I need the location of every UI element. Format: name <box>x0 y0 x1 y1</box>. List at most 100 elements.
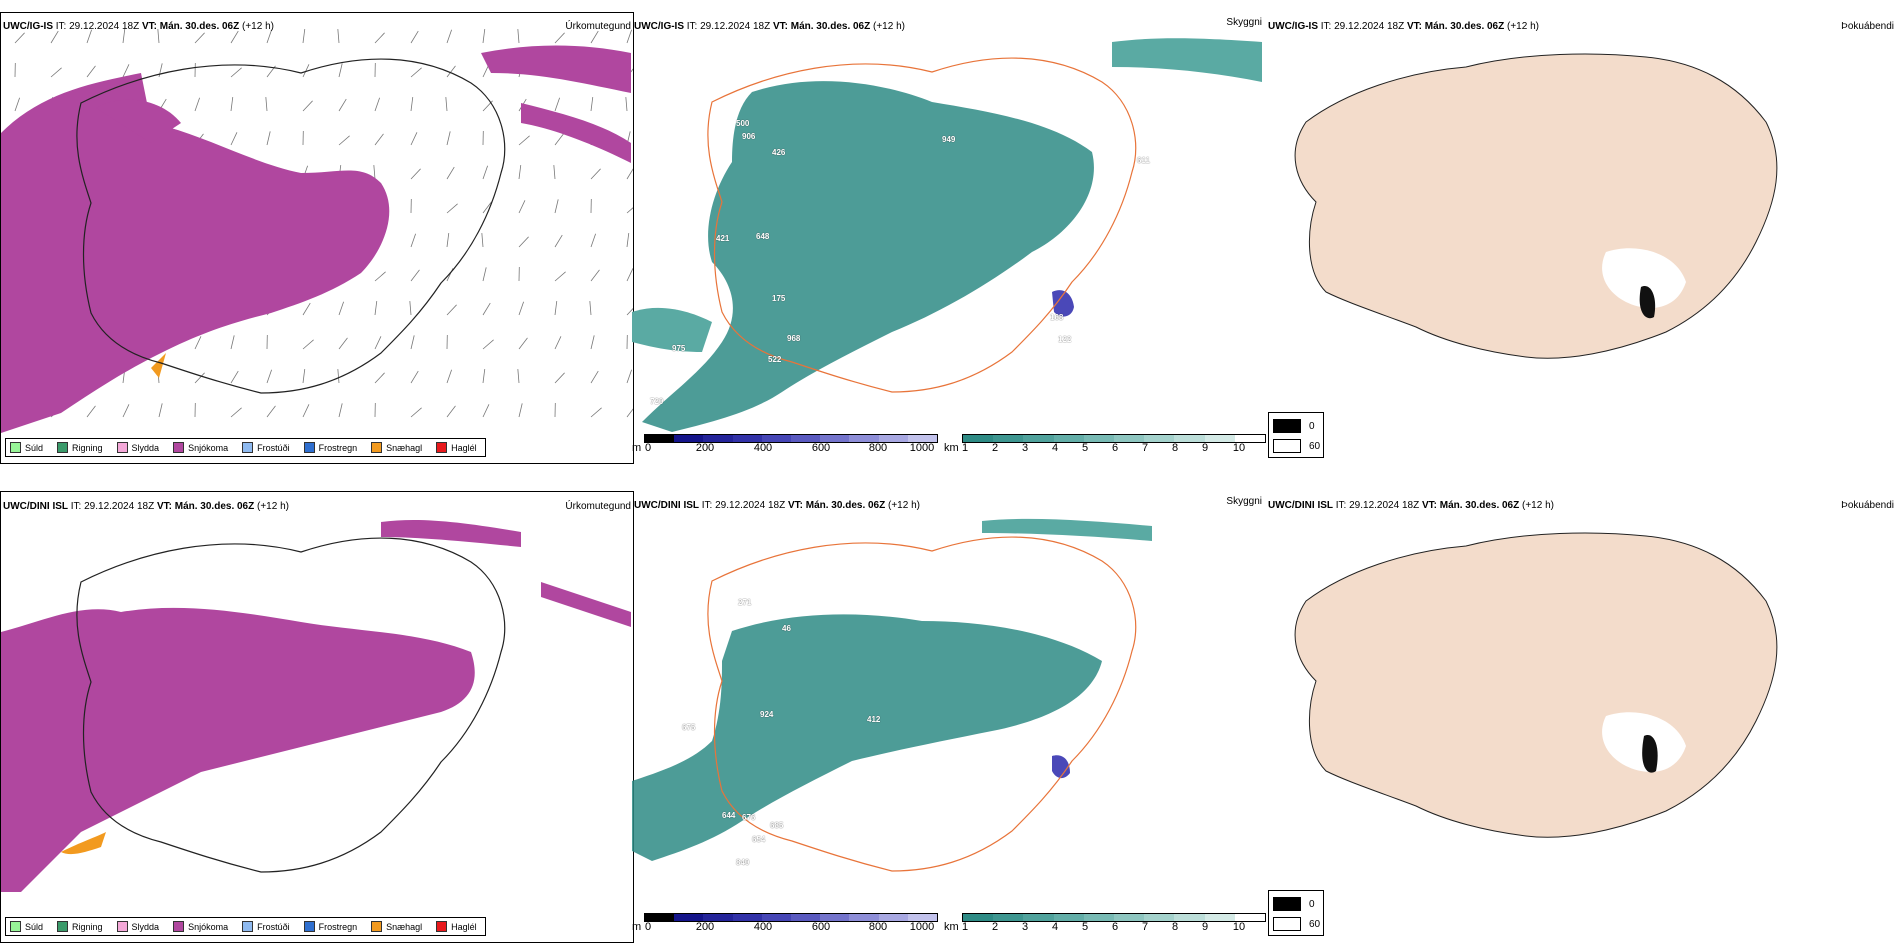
legend-item: Rigning <box>57 442 103 453</box>
visibility-label: 122 <box>1058 335 1072 344</box>
wind-barb <box>554 32 565 44</box>
visibility-label: 924 <box>760 710 774 719</box>
wind-barb <box>374 133 384 146</box>
wind-barb <box>266 29 272 44</box>
wind-barb <box>482 165 488 180</box>
wind-barb <box>266 405 276 418</box>
wind-barb <box>373 165 376 180</box>
legend-swatch <box>242 921 254 932</box>
wind-barb <box>518 337 528 350</box>
legend-swatch <box>371 921 383 932</box>
wind-barb <box>230 97 234 112</box>
wind-barb <box>50 67 62 78</box>
fog-legend-dark-box <box>1273 419 1301 433</box>
wind-barb <box>446 65 456 78</box>
wind-barb <box>482 302 491 316</box>
wind-barb <box>626 369 632 384</box>
wind-barb <box>158 63 163 78</box>
wind-barb <box>14 32 25 44</box>
row2-visibility-map <box>632 518 1152 872</box>
legend-swatch <box>57 921 69 932</box>
wind-barb <box>518 403 523 418</box>
wind-barb <box>518 236 529 248</box>
wind-barb <box>410 407 422 418</box>
row1-precip-panel: UWC/IG-IS IT: 29.12.2024 18Z VT: Mán. 30… <box>0 12 634 464</box>
ceiling-bar-cells <box>644 913 938 922</box>
wind-barb <box>446 369 452 384</box>
wind-barb <box>554 372 565 384</box>
wind-barb <box>230 407 242 418</box>
wind-barb <box>194 372 205 384</box>
wind-barb <box>518 165 522 180</box>
wind-barb <box>122 404 130 418</box>
visibility-label: 271 <box>738 598 752 607</box>
wind-barb <box>626 408 633 418</box>
legend-item: Frostúði <box>242 921 290 932</box>
visibility-label: 975 <box>672 344 686 353</box>
wind-barb <box>230 370 239 384</box>
wind-barb <box>122 64 130 78</box>
visibility-label: 949 <box>942 135 956 144</box>
wind-barb <box>410 132 418 146</box>
wind-barb <box>302 404 310 418</box>
legend-swatch <box>116 442 128 453</box>
legend-swatch <box>436 442 448 453</box>
row1-precip-title: Úrkomutegund <box>565 21 631 32</box>
wind-barb <box>230 30 239 44</box>
wind-barb <box>338 337 348 350</box>
legend-item: Frostúði <box>242 442 290 453</box>
wind-barb <box>626 268 633 282</box>
row1-visibility-title: Skyggni <box>1226 17 1262 28</box>
row2-fog-title: Þokuábendi <box>1841 500 1894 511</box>
wind-barb <box>554 199 559 214</box>
wind-barb <box>626 308 633 316</box>
wind-barb <box>626 207 633 214</box>
wind-barb <box>589 301 592 316</box>
legend-swatch <box>173 921 185 932</box>
legend-swatch <box>57 442 69 453</box>
legend-swatch <box>436 921 448 932</box>
wind-barb <box>590 269 600 282</box>
row1-fog-header: UWC/IG-IS IT: 29.12.2024 18Z VT: Mán. 30… <box>1268 21 1539 32</box>
wind-barb <box>374 336 382 350</box>
wind-barb <box>338 63 343 78</box>
visibility-label: 644 <box>722 811 736 820</box>
legend-item: Snæhagl <box>371 442 422 453</box>
row2-fog-panel: UWC/DINI ISL IT: 29.12.2024 18Z VT: Mán.… <box>1266 491 1900 941</box>
row1-fog-title: Þokuábendi <box>1841 21 1894 32</box>
legend-item: Haglél <box>436 442 477 453</box>
wind-barb <box>626 233 630 248</box>
legend-swatch <box>371 442 383 453</box>
wind-barb <box>554 234 563 248</box>
row1-visibility-header: UWC/IG-IS IT: 29.12.2024 18Z VT: Mán. 30… <box>634 21 905 32</box>
wind-barb <box>590 168 601 180</box>
wind-barb <box>410 168 421 180</box>
row1-precip-legend: Súld Rigning Slydda Snjókoma Frostúði Fr… <box>5 438 486 457</box>
wind-barb <box>446 405 456 418</box>
row1-fog-panel: UWC/IG-IS IT: 29.12.2024 18Z VT: Mán. 30… <box>1266 12 1900 462</box>
wind-barb <box>194 97 200 112</box>
visibility-label: 968 <box>787 334 801 343</box>
row2-precip-map <box>1 520 631 892</box>
visibility-bar-cells <box>962 434 1266 443</box>
wind-barb <box>374 32 385 44</box>
wind-barb <box>446 166 455 180</box>
wind-barb <box>554 271 566 282</box>
wind-barb <box>554 97 560 112</box>
legend-item: Haglél <box>436 921 477 932</box>
wind-barb <box>554 336 562 350</box>
wind-barb <box>482 267 487 282</box>
visibility-label: 611 <box>1137 156 1150 165</box>
wind-barb <box>338 403 343 418</box>
row1-visibility-panel: UWC/IG-IS IT: 29.12.2024 18Z VT: Mán. 30… <box>632 12 1264 462</box>
legend-item: Súld <box>10 442 43 453</box>
wind-barb <box>518 135 530 146</box>
wind-barb <box>194 336 202 350</box>
wind-barb <box>481 233 484 248</box>
wind-barb <box>482 404 490 418</box>
legend-swatch <box>242 442 254 453</box>
wind-barb <box>302 64 310 78</box>
wind-barb <box>482 29 486 44</box>
row2-fog-legend: 0 60 <box>1268 890 1324 936</box>
row1-fog-legend: 0 60 <box>1268 412 1324 458</box>
